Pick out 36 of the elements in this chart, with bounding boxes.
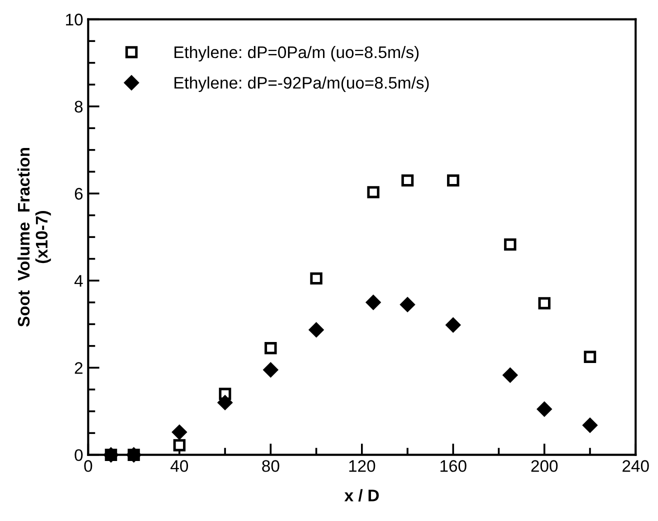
x-axis-title: x / D: [344, 489, 379, 502]
legend-label: Ethylene: dP=-92Pa/m(uo=8.5m/s): [174, 76, 429, 92]
x-tick-label: 40: [170, 460, 188, 472]
legend-label: Ethylene: dP=0Pa/m (uo=8.5m/s): [174, 46, 419, 62]
point: [446, 317, 461, 333]
y-tick-label: 8: [74, 100, 83, 113]
point: [308, 322, 324, 338]
x-tick-label: 80: [262, 460, 280, 472]
point: [172, 424, 187, 440]
x-tick-label: 200: [531, 460, 558, 472]
point: [584, 350, 596, 363]
y-tick-label: 2: [74, 362, 82, 374]
point: [366, 294, 381, 310]
x-tick-label: 160: [440, 460, 466, 472]
point: [502, 368, 518, 383]
point: [401, 174, 414, 187]
point: [173, 439, 186, 452]
y-tick-label: 0: [74, 449, 83, 462]
point: [582, 418, 598, 433]
x-tick-label: 240: [622, 460, 649, 472]
point: [263, 362, 278, 378]
point: [217, 394, 233, 410]
y-tick-label: 10: [66, 14, 83, 26]
point: [264, 342, 277, 354]
y-tick-label: 6: [74, 188, 83, 200]
point: [400, 296, 416, 312]
point: [504, 238, 516, 251]
x-tick-label: 0: [84, 460, 92, 472]
y-tick-label: 4: [74, 275, 83, 287]
point: [538, 297, 550, 310]
point: [536, 402, 552, 417]
point: [447, 174, 460, 187]
y-axis-title: Soot Volume Fraction (x10-7): [17, 148, 51, 327]
point: [367, 186, 380, 198]
point: [310, 272, 322, 285]
x-tick-label: 120: [349, 460, 376, 472]
